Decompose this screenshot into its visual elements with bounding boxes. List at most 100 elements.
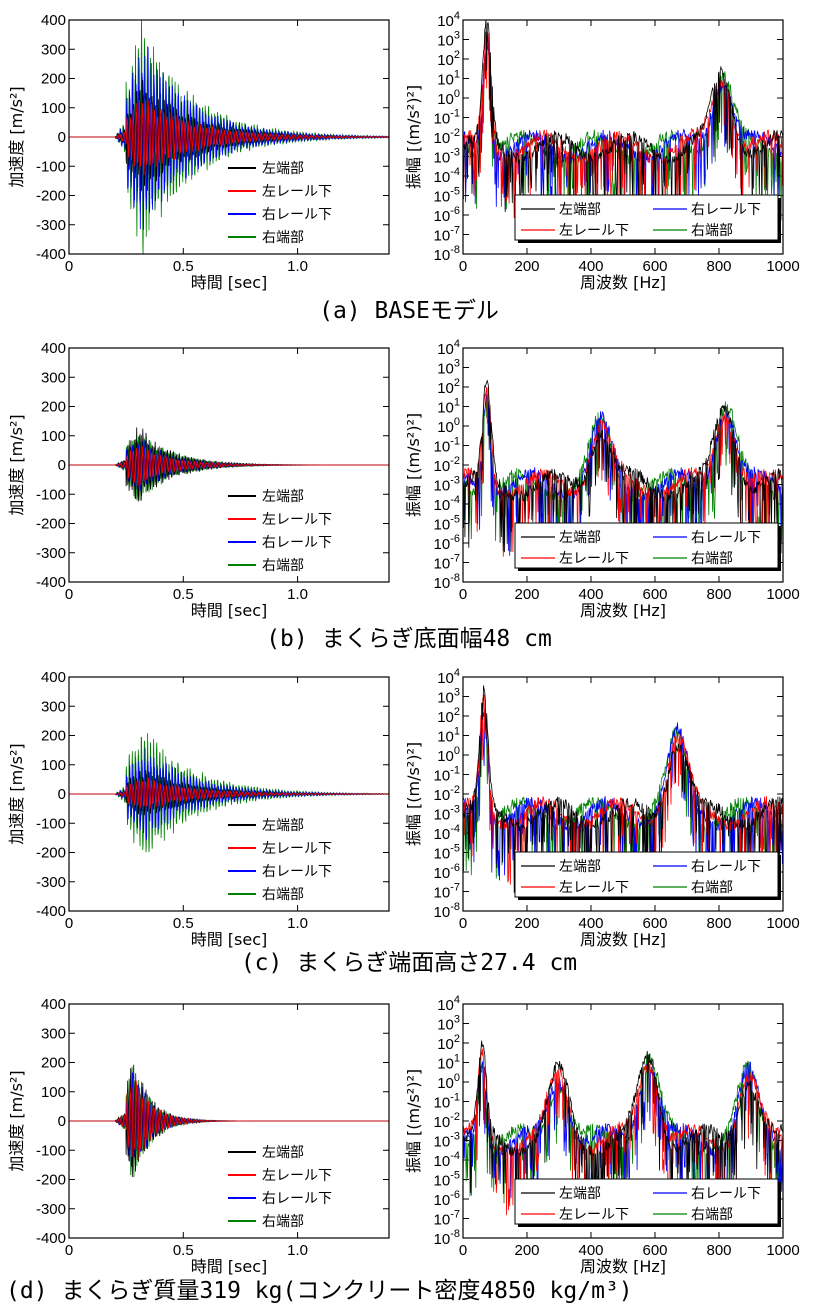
y-tick-base: 10 [434, 130, 451, 147]
y-tick-exponent: 1 [454, 69, 460, 81]
y-tick-label: 10-1 [434, 765, 460, 785]
y-tick-label: 100 [437, 745, 460, 765]
y-tick-exponent: 2 [454, 377, 460, 389]
legend-label: 左端部 [559, 859, 601, 875]
y-tick-label: 200 [41, 71, 66, 88]
legend-label: 左レール下 [262, 184, 332, 200]
legend-label: 右レール下 [691, 530, 761, 546]
time-plot-d: -400 -300 -200 -100 0 100 200 300 400 0 0.5 1.0 時間 [… [7, 996, 390, 1276]
legend-box [514, 1178, 779, 1225]
y-tick-exponent: -8 [450, 572, 460, 584]
legend-label: 右端部 [262, 230, 304, 246]
y-axis-label: 振幅 [(m/s²)²] [404, 1069, 423, 1173]
x-tick-label: 0 [65, 915, 73, 932]
y-tick-base: 10 [437, 380, 454, 397]
y-tick-exponent: -3 [450, 475, 460, 487]
y-tick-label: -400 [36, 1230, 66, 1247]
spectrum-plot-d: 10-810-710-610-510-410-310-210-110010110… [404, 994, 800, 1276]
y-tick-label: -300 [36, 545, 66, 562]
y-tick-exponent: -8 [450, 1228, 460, 1240]
spectrum-series-line [463, 20, 783, 225]
y-tick-label: 10-1 [434, 1092, 460, 1112]
spectrum-plot-c: 10-810-710-610-510-410-310-210-110010110… [404, 667, 800, 949]
y-tick-exponent: -1 [450, 108, 460, 120]
y-tick-label: 104 [437, 994, 460, 1014]
time-series-line [69, 747, 389, 840]
x-tick-label: 1000 [766, 1242, 799, 1259]
y-tick-label: 100 [41, 757, 66, 774]
y-tick-exponent: 1 [454, 1053, 460, 1065]
y-tick-label: 101 [437, 726, 460, 746]
time-plot-frame [68, 19, 390, 255]
y-tick-base: 10 [434, 208, 451, 225]
x-tick-label: 0 [459, 1242, 467, 1259]
legend-label: 右レール下 [691, 1186, 761, 1202]
x-tick-label: 0 [65, 258, 73, 275]
x-tick-label: 600 [642, 1242, 667, 1259]
spectrum-plot-a: 10-810-710-610-510-410-310-210-110010110… [404, 10, 800, 292]
y-tick-label: -300 [36, 874, 66, 891]
y-tick-exponent: -1 [450, 765, 460, 777]
y-tick-label: 100 [41, 1084, 66, 1101]
legend-label: 右レール下 [691, 202, 761, 218]
y-tick-label: 10-6 [434, 533, 460, 553]
time-plot-c: -400 -300 -200 -100 0 100 200 300 400 0 0.5 1.0 時間 [… [7, 669, 390, 949]
legend-label: 右端部 [691, 880, 733, 896]
y-tick-base: 10 [434, 556, 451, 573]
y-tick-base: 10 [434, 575, 451, 592]
y-tick-exponent: -7 [450, 553, 460, 565]
y-tick-base: 10 [434, 826, 451, 843]
y-tick-label: 10-2 [434, 784, 460, 804]
y-tick-base: 10 [434, 150, 451, 167]
y-tick-exponent: -2 [450, 784, 460, 796]
legend-label: 左レール下 [559, 880, 629, 896]
y-tick-exponent: 3 [454, 1014, 460, 1026]
y-tick-label: 104 [437, 667, 460, 687]
y-tick-exponent: -2 [450, 1111, 460, 1123]
x-tick-label: 1000 [766, 258, 799, 275]
y-tick-base: 10 [437, 729, 454, 746]
y-tick-base: 10 [434, 1212, 451, 1229]
legend-label: 左端部 [262, 818, 304, 834]
x-tick-label: 200 [514, 258, 539, 275]
y-tick-base: 10 [434, 247, 451, 264]
y-tick-base: 10 [437, 997, 454, 1014]
y-tick-exponent: -5 [450, 1170, 460, 1182]
y-tick-exponent: 2 [454, 1033, 460, 1045]
y-tick-label: -200 [36, 845, 66, 862]
y-tick-exponent: -1 [450, 1092, 460, 1104]
legend-label: 左端部 [262, 489, 304, 505]
y-tick-label: 103 [437, 358, 460, 378]
y-tick-base: 10 [434, 787, 451, 804]
y-tick-base: 10 [434, 111, 451, 128]
y-tick-base: 10 [437, 72, 454, 89]
y-tick-label: 10-8 [434, 572, 460, 592]
legend-label: 左レール下 [559, 551, 629, 567]
y-tick-exponent: 1 [454, 726, 460, 738]
y-tick-exponent: -5 [450, 514, 460, 526]
panel-caption: (a) BASEモデル [319, 298, 499, 324]
y-tick-exponent: 2 [454, 706, 460, 718]
x-axis-label: 周波数 [Hz] [580, 273, 666, 292]
y-tick-base: 10 [437, 400, 454, 417]
x-axis-label: 周波数 [Hz] [580, 930, 666, 949]
x-tick-label: 400 [578, 915, 603, 932]
x-tick-label: 600 [642, 258, 667, 275]
legend-label: 左レール下 [559, 1207, 629, 1223]
y-tick-label: 10-2 [434, 127, 460, 147]
legend-label: 左レール下 [559, 223, 629, 239]
y-tick-label: 10-3 [434, 147, 460, 167]
x-tick-label: 0 [459, 586, 467, 603]
y-tick-label: 400 [41, 12, 66, 29]
x-axis-label: 時間 [sec] [191, 930, 268, 949]
y-axis-label: 加速度 [m/s²] [7, 86, 26, 187]
legend-label: 右端部 [262, 558, 304, 574]
y-tick-label: 100 [437, 1072, 460, 1092]
y-tick-label: -400 [36, 574, 66, 591]
y-tick-exponent: -5 [450, 843, 460, 855]
y-tick-base: 10 [437, 1017, 454, 1034]
y-axis-label: 振幅 [(m/s²)²] [404, 85, 423, 189]
y-tick-base: 10 [434, 169, 451, 186]
y-tick-label: 10-8 [434, 244, 460, 264]
y-tick-label: -100 [36, 486, 66, 503]
